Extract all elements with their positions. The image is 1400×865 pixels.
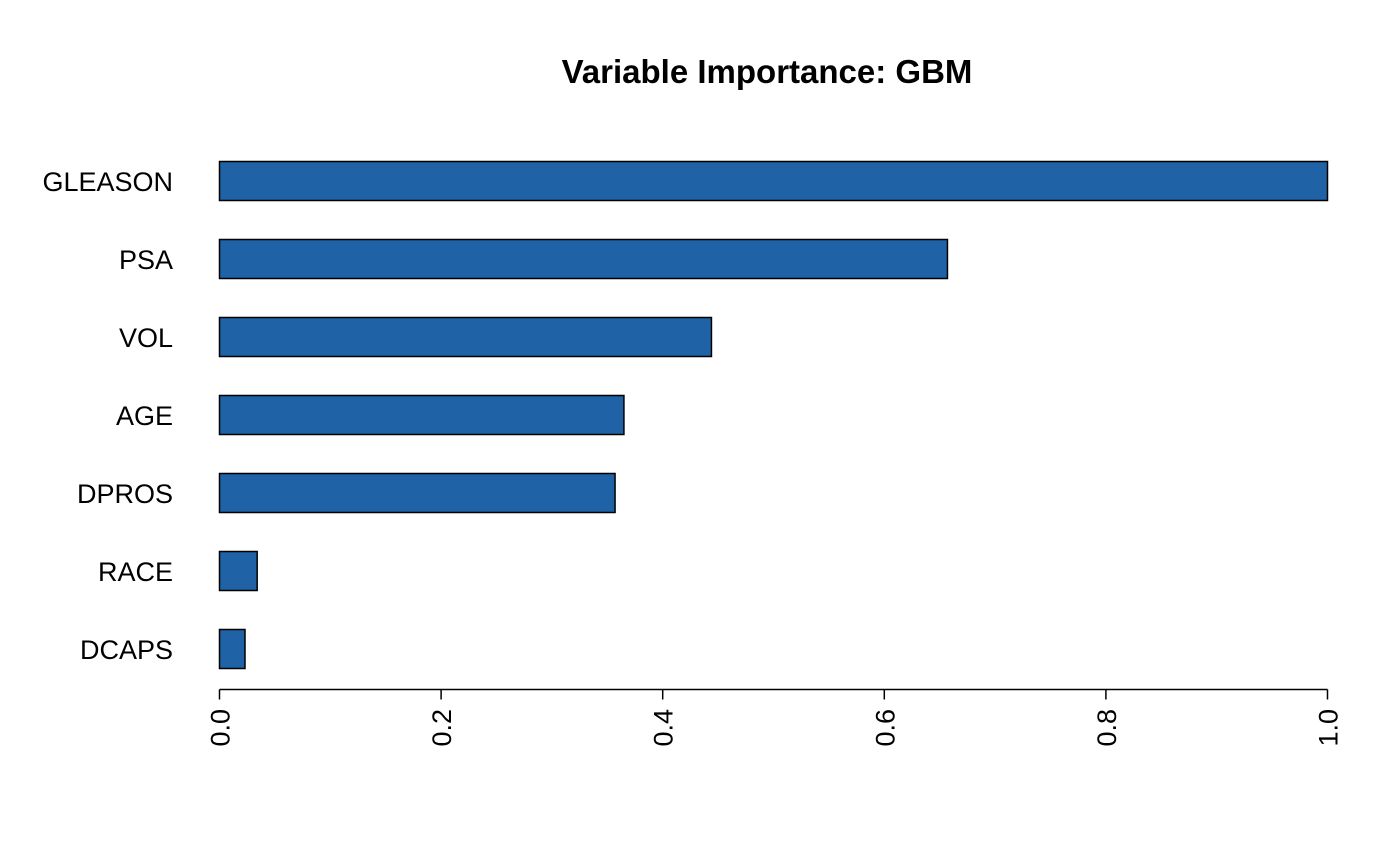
bar-dpros — [218, 472, 616, 514]
category-label-dcaps: DCAPS — [80, 635, 173, 665]
bar-age — [218, 394, 625, 436]
bar-race — [218, 550, 258, 592]
x-tick-label: 0.4 — [649, 709, 679, 747]
category-labels: GLEASON PSA VOL AGE DPROS RACE DCAPS — [42, 167, 173, 665]
x-tick-label: 0.8 — [1092, 709, 1122, 747]
x-tick-label: 0.6 — [870, 709, 900, 747]
chart-title: Variable Importance: GBM — [562, 53, 973, 90]
x-tick-label: 0.0 — [206, 709, 236, 747]
category-label-dpros: DPROS — [77, 479, 173, 509]
category-label-age: AGE — [116, 401, 173, 431]
x-tick-label: 0.2 — [427, 709, 457, 747]
bar-vol — [218, 316, 713, 358]
category-label-psa: PSA — [119, 245, 173, 275]
bar-dcaps — [218, 628, 246, 670]
x-axis: 0.0 0.2 0.4 0.6 0.8 1.0 — [206, 688, 1344, 747]
bar-gleason — [218, 160, 1329, 202]
category-label-gleason: GLEASON — [42, 167, 173, 197]
bar-psa — [218, 238, 949, 280]
bars-group — [218, 160, 1329, 670]
category-label-race: RACE — [98, 557, 173, 587]
x-tick-label: 1.0 — [1314, 709, 1344, 747]
category-label-vol: VOL — [119, 323, 173, 353]
